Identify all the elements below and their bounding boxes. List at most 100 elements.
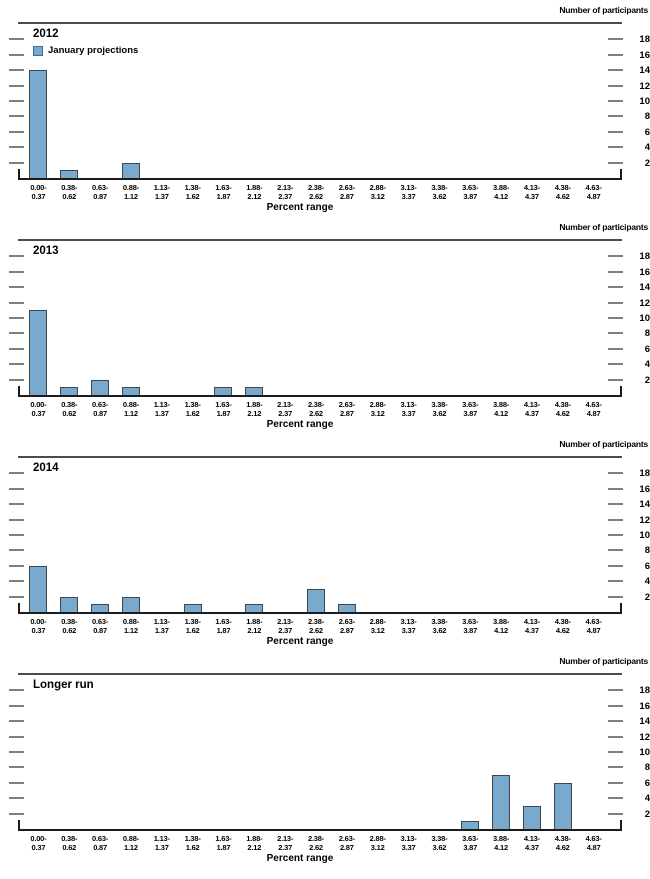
x-tick-label-line1: 1.38- [184,183,201,192]
x-tick-label: 1.63- 1.87 [208,617,239,635]
bin-3.88-4.12 [486,24,517,178]
x-tick-label-line1: 2.38- [307,617,325,626]
x-tick-label: 2.88- 3.12 [362,617,393,635]
x-axis-end-tick-left [18,386,20,395]
x-tick-label-line2: 3.62 [432,192,447,201]
bin-3.38-3.62 [424,24,455,178]
x-tick-label-line2: 3.37 [401,626,416,635]
y-tick-left [9,766,24,769]
x-tick-label-line2: 3.37 [401,843,416,852]
x-tick-label: 3.88- 4.12 [486,183,517,201]
histogram-bar [492,775,511,829]
x-tick-label-line1: 4.13- [523,183,540,192]
bin-1.88-2.12 [239,241,270,395]
bin-1.13-1.37 [146,241,177,395]
bin-0.88-1.12 [116,675,147,829]
y-tick-label: 18 [639,685,650,697]
x-tick-label-line2: 4.37 [525,626,539,635]
x-tick-label: 2.88- 3.12 [362,400,393,418]
y-tick-left [9,735,24,738]
x-tick-label-line2: 1.62 [185,843,200,852]
y-tick-label: 16 [639,700,650,712]
x-tick-label: 3.63- 3.87 [455,834,486,852]
bin-0.63-0.87 [85,241,116,395]
x-tick-label: 2.63- 2.87 [331,834,362,852]
bin-4.38-4.62 [547,458,578,612]
x-axis-line [18,395,622,397]
x-tick-label: 2.13- 2.37 [270,617,301,635]
plot-area: Longer run 2 4 6 8 10 12 14 16 18 [9,675,650,831]
x-tick-label-line2: 0.87 [93,192,108,201]
x-tick-label: 1.88- 2.12 [239,183,270,201]
x-tick-label-line1: 3.13- [400,400,417,409]
y-tick-label: 8 [644,545,650,557]
bin-4.38-4.62 [547,675,578,829]
x-tick-label-line1: 0.88- [122,400,139,409]
bin-0.00-0.37 [23,24,54,178]
x-tick-label-line1: 0.63- [92,183,109,192]
x-tick-label: 3.88- 4.12 [486,617,517,635]
x-tick-label: 2.38- 2.62 [301,400,332,418]
plot-area: 2012 January projections 2 4 6 8 10 12 14 16 18 [9,24,650,180]
y-tick-right [608,472,623,475]
x-tick-label-line1: 0.00- [30,183,47,192]
y-tick-label: 6 [644,560,650,572]
x-tick-label-line1: 2.63- [338,834,355,843]
x-tick-label-line2: 2.87 [339,843,354,852]
x-tick-label-line1: 1.63- [215,400,232,409]
bin-2.13-2.37 [270,241,301,395]
x-tick-label: 1.38- 1.62 [177,183,208,201]
x-tick-label: 4.13- 4.37 [517,617,548,635]
x-tick-label-line1: 4.38- [554,834,571,843]
x-axis-end-tick-right [620,169,622,178]
bin-3.13-3.37 [393,458,424,612]
y-tick-left [9,332,24,335]
histogram-bar [121,596,140,612]
y-tick-label: 4 [644,793,650,805]
bin-3.38-3.62 [424,241,455,395]
x-tick-label-line1: 4.63- [585,617,602,626]
x-tick-label: 3.38- 3.62 [424,617,455,635]
y-tick-label: 4 [644,576,650,588]
x-axis-line [18,829,622,831]
y-tick-left [9,781,24,784]
panel-title: 2014 [33,462,59,474]
x-tick-label-line2: 2.62 [309,626,323,635]
y-tick-label: 18 [639,34,650,46]
y-tick-left [9,53,24,56]
x-tick-label-line1: 2.63- [338,183,355,192]
x-tick-label: 2.13- 2.37 [270,183,301,201]
y-tick-left [9,595,24,598]
bin-3.38-3.62 [424,458,455,612]
right-axis-title: Number of participants [559,656,648,666]
y-tick-left [9,720,24,723]
x-tick-label-line2: 1.12 [124,192,138,201]
bin-3.63-3.87 [455,24,486,178]
x-tick-label-line2: 0.87 [93,843,108,852]
x-tick-label-line2: 2.87 [339,192,354,201]
x-tick-label-line2: 3.62 [432,409,447,418]
bin-0.00-0.37 [23,458,54,612]
x-tick-label: 1.13- 1.37 [146,400,177,418]
panel-title: Longer run [33,679,94,691]
x-tick-labels: 0.00- 0.37 0.38- 0.62 0.63- 0.87 0.88- 1.12 1.13… [23,617,609,635]
x-axis-line [18,612,622,614]
x-tick-label-line1: 1.13- [153,834,170,843]
x-axis-title: Percent range [266,419,334,430]
y-tick-right [608,38,623,41]
x-tick-label-line2: 1.37 [154,409,169,418]
x-tick-label: 4.38- 4.62 [547,617,578,635]
x-tick-label: 3.38- 3.62 [424,183,455,201]
x-tick-label-line1: 4.38- [554,617,571,626]
x-axis-end-tick-right [620,386,622,395]
x-tick-label-line1: 2.88- [369,400,386,409]
x-tick-label-line2: 0.87 [93,409,108,418]
histogram-bar [337,604,356,612]
legend-label: January projections [48,45,139,56]
panel-title: 2013 [33,245,59,257]
bin-2.63-2.87 [331,24,362,178]
bin-0.88-1.12 [116,241,147,395]
y-tick-left [9,580,24,583]
histogram-bar [60,387,79,395]
x-tick-label: 3.13- 3.37 [393,617,424,635]
